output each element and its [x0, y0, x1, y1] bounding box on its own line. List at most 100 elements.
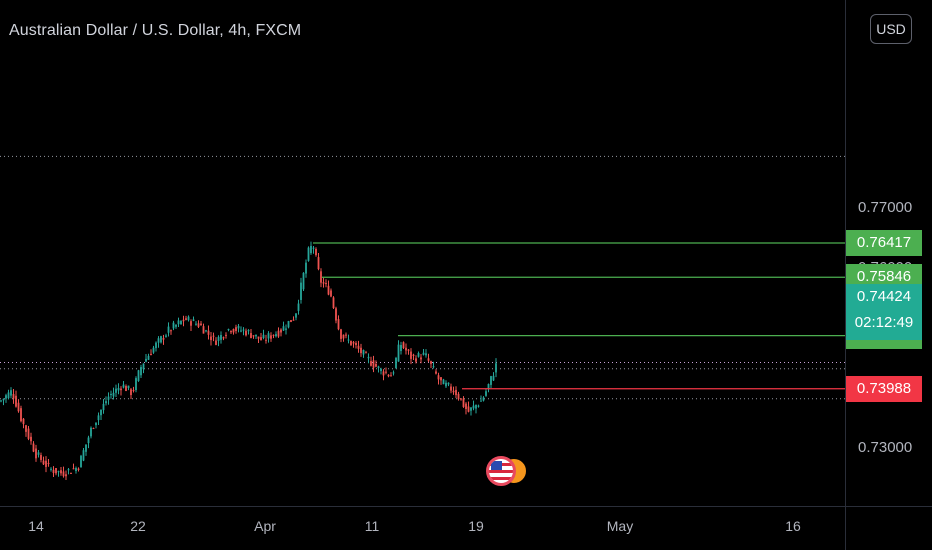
price-axis-divider	[845, 0, 846, 550]
candle-body	[470, 407, 472, 411]
candle-body	[267, 333, 270, 339]
candle-body	[80, 455, 82, 468]
candle-body	[312, 247, 315, 249]
candle-body	[130, 389, 132, 396]
candle-body	[337, 319, 340, 330]
candle-body	[395, 357, 397, 369]
price-tick-label: 0.73000	[858, 439, 913, 456]
candle-body	[35, 448, 37, 459]
currency-button[interactable]: USD	[870, 14, 912, 44]
candle-body	[452, 390, 455, 393]
candle-body	[322, 282, 325, 284]
candle-body	[460, 398, 462, 400]
candle-body	[360, 347, 362, 354]
candle-body	[187, 316, 190, 321]
candle-body	[367, 356, 370, 359]
candle-body	[112, 392, 115, 397]
price-tick-label: 0.77000	[858, 199, 913, 216]
candle-body	[327, 285, 330, 295]
candle-body	[95, 422, 97, 426]
candle-body	[317, 257, 320, 270]
candle-body	[302, 272, 305, 290]
candle-body	[492, 375, 495, 381]
candle-body	[205, 330, 207, 332]
candle-body	[472, 405, 475, 409]
candle-body	[230, 331, 232, 333]
candle-body	[295, 313, 297, 318]
candle-body	[90, 427, 92, 437]
candle-body	[397, 344, 400, 362]
candle-body	[407, 349, 410, 351]
candle-body	[477, 405, 480, 407]
candle-body	[180, 320, 182, 325]
date-tick-label: 16	[785, 518, 801, 534]
candle-body	[2, 398, 5, 401]
candle-body	[162, 338, 165, 340]
candle-body	[305, 262, 307, 274]
candle-body	[12, 394, 15, 399]
candle-body	[420, 357, 422, 360]
candle-body	[450, 386, 452, 391]
candle-body	[307, 247, 310, 261]
candle-body	[272, 334, 275, 336]
bar-countdown: 02:12:49	[854, 314, 914, 331]
candle-body	[182, 319, 185, 322]
candle-body	[155, 342, 157, 349]
candle-body	[437, 375, 440, 380]
date-tick-label: 19	[468, 518, 484, 534]
candle-body	[177, 320, 180, 325]
candle-body	[405, 347, 407, 351]
candle-body	[197, 323, 200, 327]
candle-body	[250, 333, 252, 338]
candle-body	[237, 325, 240, 329]
candle-body	[27, 428, 30, 439]
candle-body	[120, 388, 122, 391]
candle-body	[257, 336, 260, 339]
candle-body	[165, 335, 167, 337]
economic-events[interactable]	[486, 456, 530, 496]
candle-body	[172, 322, 175, 329]
candle-body	[375, 363, 377, 367]
candle-body	[70, 472, 72, 474]
candle-body	[292, 319, 295, 321]
candle-body	[297, 303, 300, 311]
candle-body	[487, 383, 490, 389]
candle-body	[167, 326, 170, 333]
candle-body	[7, 392, 10, 399]
date-tick-label: Apr	[254, 518, 276, 534]
candle-body	[402, 342, 405, 349]
candle-body	[0, 400, 2, 402]
candle-body	[160, 336, 162, 343]
candle-body	[377, 366, 380, 369]
current-price-badge: 0.74424 02:12:49	[846, 284, 922, 340]
candle-body	[242, 329, 245, 331]
candle-body	[5, 395, 7, 399]
date-tick-label: May	[606, 518, 634, 534]
candle-body	[15, 395, 17, 407]
candle-body	[227, 329, 230, 331]
candle-body	[447, 382, 450, 385]
candle-body	[290, 320, 292, 322]
candle-body	[157, 338, 160, 343]
us-flag-event-icon[interactable]	[486, 456, 516, 486]
candle-body	[467, 406, 470, 412]
candle-body	[122, 384, 125, 388]
candle-body	[195, 323, 197, 325]
candle-body	[287, 321, 290, 328]
candle-body	[152, 347, 155, 353]
candle-body	[215, 340, 217, 345]
candle-body	[387, 374, 390, 377]
candle-body	[65, 474, 67, 477]
candle-body	[445, 382, 447, 387]
candle-body	[202, 326, 205, 334]
candle-body	[240, 330, 242, 332]
candle-body	[100, 409, 102, 416]
candle-body	[357, 345, 360, 349]
candle-body	[30, 436, 32, 442]
candle-body	[370, 361, 372, 366]
time-axis-divider	[0, 506, 932, 507]
candle-body	[457, 393, 460, 400]
candle-body	[320, 271, 322, 283]
